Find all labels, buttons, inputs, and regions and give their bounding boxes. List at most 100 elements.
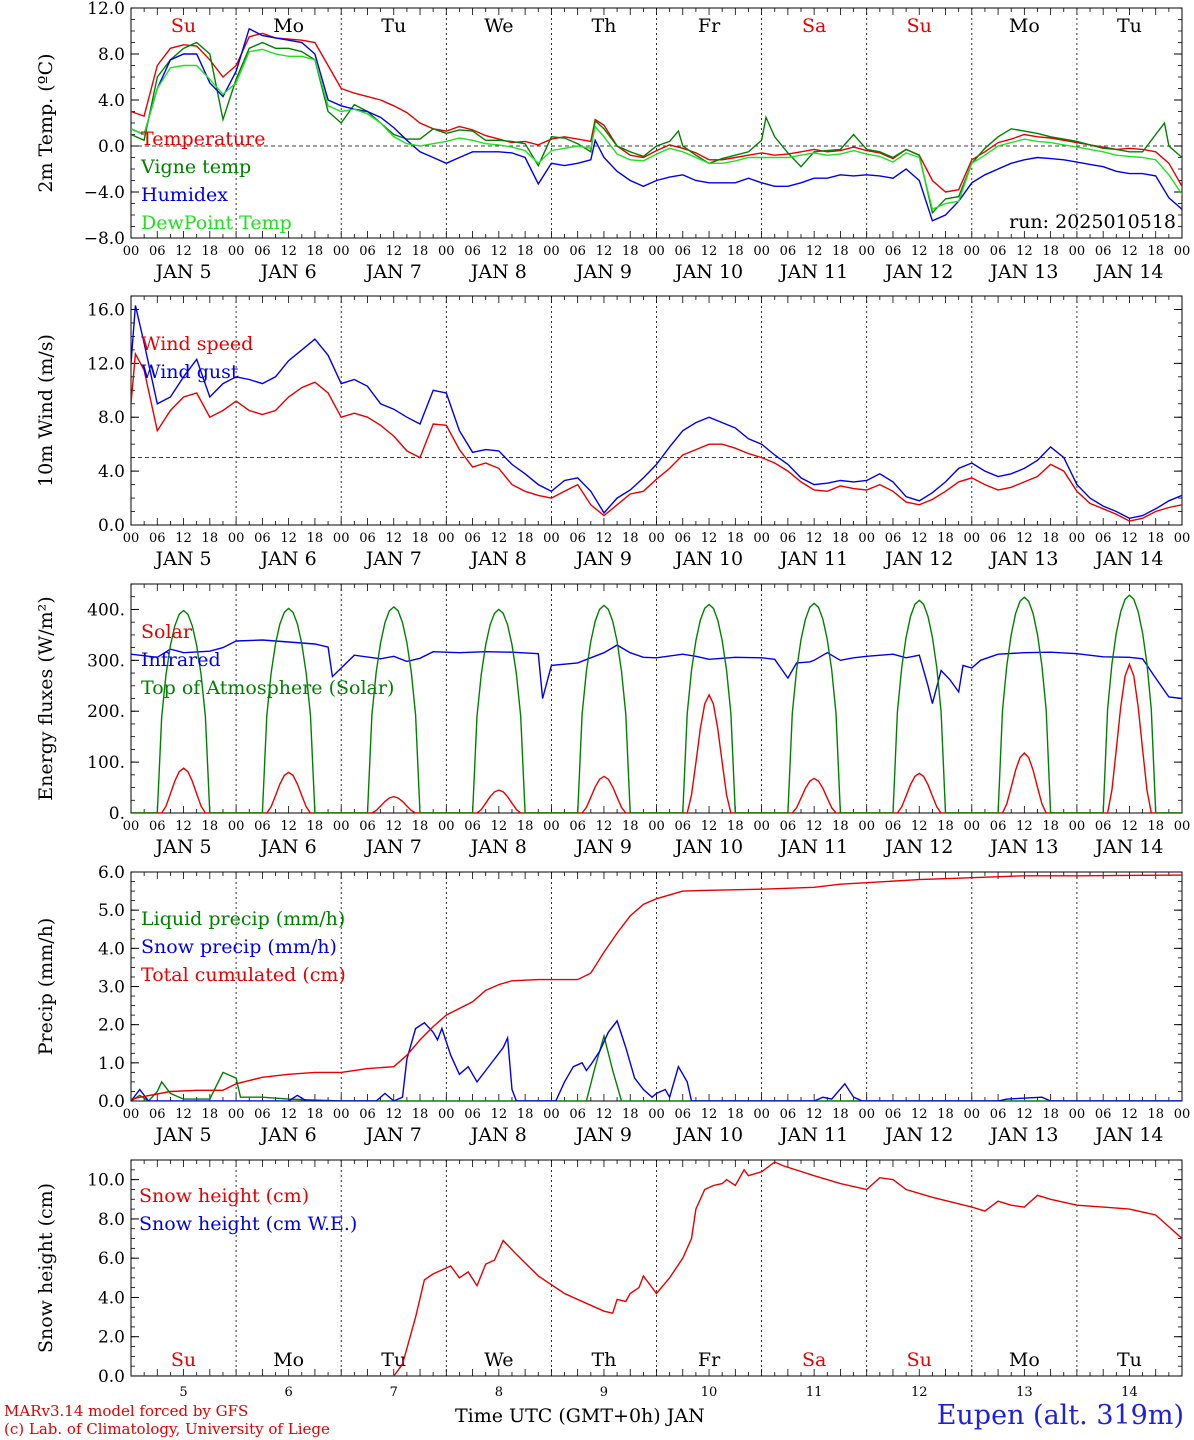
hour-tick-label: 12 <box>911 531 928 546</box>
date-label: JAN 9 <box>574 548 632 570</box>
hour-tick-label: 06 <box>780 1107 797 1122</box>
hour-tick-label: 06 <box>254 244 271 259</box>
day-number-label: 7 <box>390 1385 398 1400</box>
date-label: JAN 14 <box>1093 548 1163 570</box>
date-label: JAN 14 <box>1093 261 1163 283</box>
series-line-liquid-precip-mm-h <box>131 1033 1182 1101</box>
hour-tick-label: 06 <box>569 531 586 546</box>
hour-tick-label: 06 <box>990 1107 1007 1122</box>
hour-tick-label: 06 <box>569 819 586 834</box>
hour-tick-label: 12 <box>1121 244 1138 259</box>
legend-entry: Humidex <box>141 184 228 206</box>
date-label: JAN 9 <box>574 836 632 858</box>
hour-tick-label: 12 <box>701 1107 718 1122</box>
series-line-total-cumulated-cm <box>131 874 1182 1100</box>
date-label: JAN 10 <box>673 548 743 570</box>
hour-tick-label: 06 <box>675 244 692 259</box>
hour-tick-label: 00 <box>123 1107 140 1122</box>
hour-tick-label: 06 <box>1095 531 1112 546</box>
date-label: JAN 6 <box>259 836 317 858</box>
series-line-infrared <box>131 639 1182 704</box>
hour-tick-label: 18 <box>1147 819 1164 834</box>
series-line-humidex <box>131 27 1182 222</box>
hour-tick-label: 18 <box>412 819 429 834</box>
date-label: JAN 7 <box>364 836 422 858</box>
hour-tick-label: 12 <box>701 531 718 546</box>
hour-tick-label: 06 <box>885 1107 902 1122</box>
date-label: JAN 11 <box>778 836 848 858</box>
day-number-label: 5 <box>179 1385 187 1400</box>
y-axis-label: 2m Temp. (ºC) <box>35 53 57 192</box>
hour-tick-label: 00 <box>543 819 560 834</box>
hour-tick-label: 18 <box>202 531 219 546</box>
y-axis-label: Precip (mm/h) <box>35 918 57 1056</box>
plot-frame <box>130 295 1183 526</box>
hour-tick-label: 12 <box>175 1107 192 1122</box>
hour-tick-label: 00 <box>228 531 245 546</box>
day-name-label: Tu <box>1117 15 1142 37</box>
legend-entry: Temperature <box>141 128 265 150</box>
y-tick-label: 16.0 <box>87 300 125 320</box>
hour-tick-label: 06 <box>885 244 902 259</box>
hour-tick-label: 18 <box>622 1107 639 1122</box>
hour-tick-label: 12 <box>1121 1107 1138 1122</box>
y-tick-label: 4.0 <box>98 91 125 111</box>
hour-tick-label: 00 <box>753 1107 770 1122</box>
hour-tick-label: 00 <box>1069 244 1086 259</box>
hour-tick-label: 18 <box>937 244 954 259</box>
day-number-label: 9 <box>600 1385 608 1400</box>
panel-1: −8.0 −4.0 0.0 4.0 8.0 12.0 2m Temp. (ºC) Su Mo Tu… <box>35 0 1190 283</box>
hour-tick-label: 12 <box>911 1107 928 1122</box>
date-label: JAN 14 <box>1093 1124 1163 1146</box>
hour-tick-label: 00 <box>123 531 140 546</box>
hour-tick-label: 18 <box>517 819 534 834</box>
date-label: JAN 5 <box>154 836 212 858</box>
hour-tick-label: 00 <box>964 819 981 834</box>
hour-tick-label: 00 <box>858 531 875 546</box>
hour-tick-label: 18 <box>727 244 744 259</box>
hour-tick-label: 00 <box>333 244 350 259</box>
date-label: JAN 8 <box>469 548 527 570</box>
hour-tick-label: 12 <box>175 819 192 834</box>
legend-entry: DewPoint Temp <box>141 212 292 234</box>
hour-tick-label: 12 <box>1121 819 1138 834</box>
day-number-label: 6 <box>285 1385 293 1400</box>
hour-tick-label: 18 <box>412 531 429 546</box>
date-label: JAN 11 <box>778 1124 848 1146</box>
date-label: JAN 13 <box>988 548 1058 570</box>
y-tick-label: 8.0 <box>98 408 125 428</box>
hour-tick-label: 06 <box>675 819 692 834</box>
hour-tick-label: 12 <box>491 819 508 834</box>
hour-tick-label: 00 <box>1174 819 1191 834</box>
day-name-label: Mo <box>273 1349 304 1371</box>
date-label: JAN 5 <box>154 548 212 570</box>
hour-tick-label: 18 <box>307 819 324 834</box>
hour-tick-label: 06 <box>990 244 1007 259</box>
hour-tick-label: 00 <box>543 244 560 259</box>
legend-entry: Snow height (cm) <box>139 1185 309 1207</box>
day-name-label: Tu <box>381 15 406 37</box>
series-line-snow-height-cm <box>131 1161 1182 1376</box>
hour-tick-label: 18 <box>937 1107 954 1122</box>
hour-tick-label: 12 <box>280 244 297 259</box>
hour-tick-label: 12 <box>280 819 297 834</box>
y-tick-label: 4.0 <box>98 1288 125 1308</box>
hour-tick-label: 00 <box>753 244 770 259</box>
hour-tick-label: 12 <box>385 819 402 834</box>
date-label: JAN 10 <box>673 836 743 858</box>
hour-tick-label: 06 <box>885 531 902 546</box>
series-line-vigne-temp <box>131 41 1182 215</box>
hour-tick-label: 00 <box>1174 1107 1191 1122</box>
legend-entry: Liquid precip (mm/h) <box>141 908 345 930</box>
y-tick-label: 1.0 <box>98 1054 125 1074</box>
date-label: JAN 6 <box>259 1124 317 1146</box>
hour-tick-label: 06 <box>569 1107 586 1122</box>
hour-tick-label: 06 <box>359 1107 376 1122</box>
hour-tick-label: 00 <box>333 531 350 546</box>
hour-tick-label: 12 <box>175 531 192 546</box>
date-label: JAN 12 <box>883 836 953 858</box>
hour-tick-label: 06 <box>780 819 797 834</box>
y-tick-label: 0.0 <box>98 1092 125 1112</box>
hour-tick-label: 12 <box>1016 819 1033 834</box>
legend-entry: Wind speed <box>141 333 253 355</box>
